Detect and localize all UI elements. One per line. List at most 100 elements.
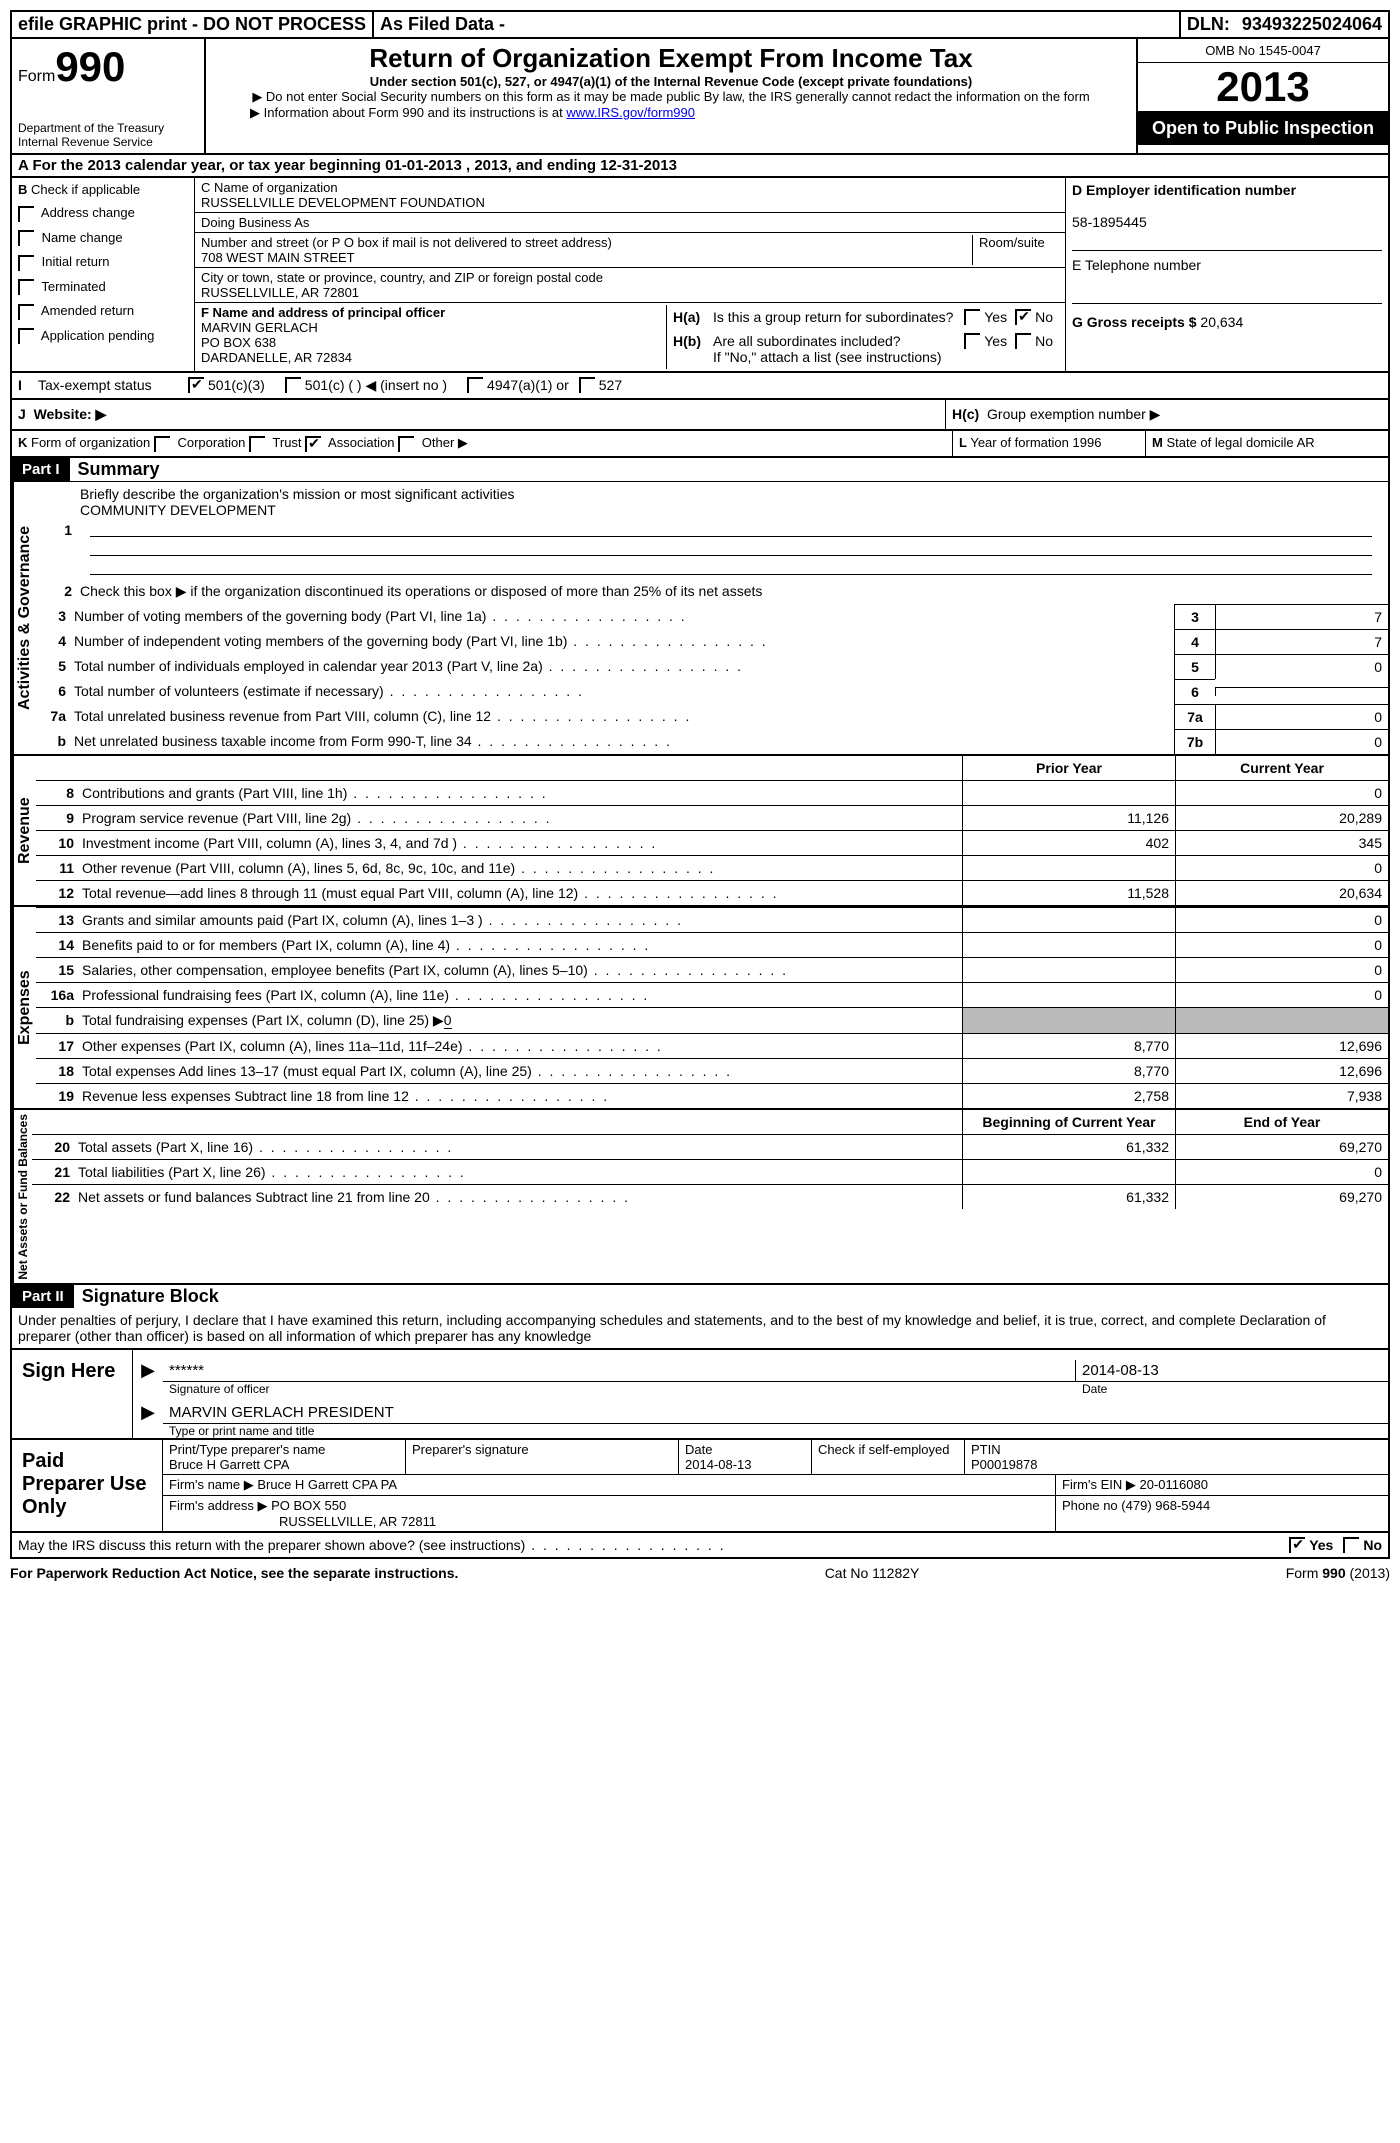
prior-value bbox=[962, 908, 1175, 932]
checkbox-address-change[interactable] bbox=[18, 206, 34, 222]
prior-value: 11,126 bbox=[962, 806, 1175, 830]
checkbox-terminated[interactable] bbox=[18, 279, 34, 295]
dept-treasury: Department of the Treasury bbox=[18, 121, 198, 135]
row-text: Contributions and grants (Part VIII, lin… bbox=[82, 781, 962, 805]
prior-value: 402 bbox=[962, 831, 1175, 855]
ha-no-checkbox[interactable] bbox=[1015, 309, 1031, 325]
row-text: Salaries, other compensation, employee b… bbox=[82, 958, 962, 982]
expenses-section: Expenses 13Grants and similar amounts pa… bbox=[12, 905, 1388, 1108]
prior-value bbox=[962, 933, 1175, 957]
ptin: P00019878 bbox=[971, 1457, 1038, 1472]
footer-mid: Cat No 11282Y bbox=[825, 1565, 920, 1581]
prior-value bbox=[962, 856, 1175, 880]
hb-no-checkbox[interactable] bbox=[1015, 333, 1031, 349]
line-value: 0 bbox=[1215, 704, 1388, 729]
officer-name: MARVIN GERLACH bbox=[201, 320, 318, 335]
current-value: 0 bbox=[1175, 1160, 1388, 1184]
section-b-label: B bbox=[18, 182, 27, 197]
section-a: A For the 2013 calendar year, or tax yea… bbox=[12, 153, 1388, 176]
line-box: 3 bbox=[1174, 604, 1215, 629]
line-text: Total number of volunteers (estimate if … bbox=[74, 679, 1174, 703]
discuss-no-checkbox[interactable] bbox=[1343, 1537, 1359, 1553]
paid-preparer-label: Paid Preparer Use Only bbox=[12, 1440, 163, 1531]
section-klm: K Form of organization Corporation Trust… bbox=[12, 429, 1388, 456]
section-d-label: D Employer identification number bbox=[1072, 182, 1296, 198]
prior-value: 8,770 bbox=[962, 1034, 1175, 1058]
row-text: Professional fundraising fees (Part IX, … bbox=[82, 983, 962, 1007]
irs-link[interactable]: www.IRS.gov/form990 bbox=[566, 105, 695, 120]
form-header: Form990 Department of the Treasury Inter… bbox=[12, 39, 1388, 153]
prior-value bbox=[962, 1160, 1175, 1184]
hb-label: H(b) bbox=[673, 333, 713, 349]
section-bcd: B Check if applicable Address change Nam… bbox=[12, 176, 1388, 371]
activities-section: Activities & Governance 1 Briefly descri… bbox=[12, 481, 1388, 754]
discuss-yes-checkbox[interactable] bbox=[1289, 1537, 1305, 1553]
city-label: City or town, state or province, country… bbox=[201, 270, 603, 285]
row-text: Investment income (Part VIII, column (A)… bbox=[82, 831, 962, 855]
current-value: 0 bbox=[1175, 983, 1388, 1007]
prior-value: 61,332 bbox=[962, 1135, 1175, 1159]
officer-addr1: PO BOX 638 bbox=[201, 335, 276, 350]
4947-checkbox[interactable] bbox=[467, 377, 483, 393]
line-box: 6 bbox=[1174, 679, 1215, 704]
501c-checkbox[interactable] bbox=[285, 377, 301, 393]
name-label: C Name of organization bbox=[201, 180, 338, 195]
current-value: 0 bbox=[1175, 958, 1388, 982]
activities-label: Activities & Governance bbox=[12, 482, 36, 754]
officer-name-title: MARVIN GERLACH PRESIDENT bbox=[163, 1402, 1388, 1424]
prior-value bbox=[962, 983, 1175, 1007]
open-inspection: Open to Public Inspection bbox=[1138, 112, 1388, 145]
ha-text: Is this a group return for subordinates? bbox=[713, 309, 964, 325]
hb-yes-checkbox[interactable] bbox=[964, 333, 980, 349]
sign-here-label: Sign Here bbox=[12, 1350, 133, 1438]
page-footer: For Paperwork Reduction Act Notice, see … bbox=[10, 1559, 1390, 1587]
checkbox-amended-return[interactable] bbox=[18, 304, 34, 320]
current-value: 20,634 bbox=[1175, 881, 1388, 905]
form-note2-pre: ▶ Information about Form 990 and its ins… bbox=[250, 105, 566, 120]
ha-yes-checkbox[interactable] bbox=[964, 309, 980, 325]
officer-addr2: DARDANELLE, AR 72834 bbox=[201, 350, 352, 365]
irs-label: Internal Revenue Service bbox=[18, 135, 198, 149]
sig-stars: ****** bbox=[163, 1360, 1075, 1381]
line2-text: Check this box ▶ if the organization dis… bbox=[80, 583, 1382, 600]
row-text: Total expenses Add lines 13–17 (must equ… bbox=[82, 1059, 962, 1083]
checkbox-name-change[interactable] bbox=[18, 230, 34, 246]
prior-value bbox=[962, 781, 1175, 805]
current-value: 12,696 bbox=[1175, 1034, 1388, 1058]
current-value: 0 bbox=[1175, 933, 1388, 957]
dln-value: 93493225024064 bbox=[1236, 12, 1388, 37]
paid-preparer-block: Paid Preparer Use Only Print/Type prepar… bbox=[12, 1438, 1388, 1531]
org-city: RUSSELLVILLE, AR 72801 bbox=[201, 285, 359, 300]
section-g-label: G Gross receipts $ bbox=[1072, 314, 1197, 330]
line-text: Total number of individuals employed in … bbox=[74, 654, 1174, 678]
checkbox-application-pending[interactable] bbox=[18, 328, 34, 344]
prior-value: 2,758 bbox=[962, 1084, 1175, 1108]
as-filed: As Filed Data - bbox=[372, 12, 511, 37]
ha-label: H(a) bbox=[673, 309, 713, 325]
line-box: 7a bbox=[1174, 704, 1215, 729]
527-checkbox[interactable] bbox=[579, 377, 595, 393]
section-f-label: F Name and address of principal officer bbox=[201, 305, 445, 320]
line-box: 4 bbox=[1174, 629, 1215, 654]
footer-left: For Paperwork Reduction Act Notice, see … bbox=[10, 1565, 458, 1581]
row-text: Total assets (Part X, line 16) bbox=[78, 1135, 962, 1159]
row-text: Total revenue—add lines 8 through 11 (mu… bbox=[82, 881, 962, 905]
firm-addr2: RUSSELLVILLE, AR 72811 bbox=[169, 1514, 436, 1529]
form-label: Form bbox=[18, 68, 55, 85]
sign-here-block: Sign Here ▶ ****** 2014-08-13 Signature … bbox=[12, 1348, 1388, 1438]
current-value: 0 bbox=[1175, 908, 1388, 932]
dba-label: Doing Business As bbox=[201, 215, 309, 230]
form-note1: ▶ Do not enter Social Security numbers o… bbox=[210, 89, 1132, 105]
501c3-checkbox[interactable] bbox=[188, 377, 204, 393]
form-title: Return of Organization Exempt From Incom… bbox=[210, 43, 1132, 74]
row-text: Program service revenue (Part VIII, line… bbox=[82, 806, 962, 830]
current-year-header: Current Year bbox=[1175, 756, 1388, 780]
line-box: 7b bbox=[1174, 729, 1215, 754]
checkbox-initial-return[interactable] bbox=[18, 255, 34, 271]
efile-notice: efile GRAPHIC print - DO NOT PROCESS bbox=[12, 12, 372, 37]
expenses-label: Expenses bbox=[12, 907, 36, 1108]
prior-year-header: Prior Year bbox=[962, 756, 1175, 780]
netassets-label: Net Assets or Fund Balances bbox=[12, 1110, 32, 1284]
line-value: 7 bbox=[1215, 604, 1388, 629]
line-text: Net unrelated business taxable income fr… bbox=[74, 729, 1174, 753]
